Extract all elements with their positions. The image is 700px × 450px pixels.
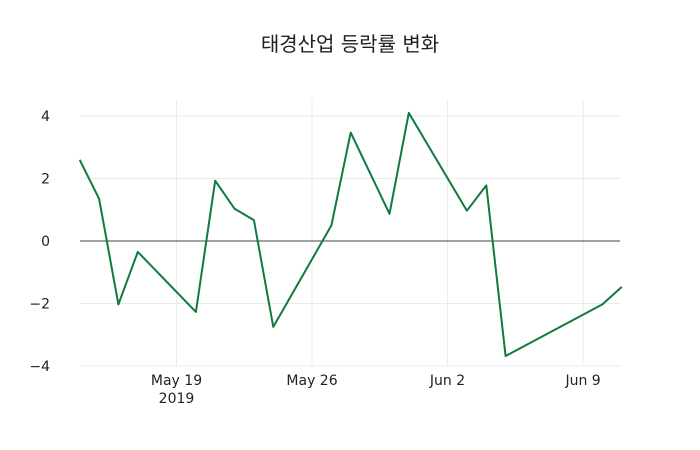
y-tick-label: 4 [41, 109, 50, 125]
x-tick-year: 2019 [159, 391, 195, 407]
x-tick-label: May 26 [286, 373, 337, 389]
y-axis-ticks: 4 2 0 −2 −4 [29, 109, 50, 375]
chart-title: 태경산업 등락률 변화 [260, 32, 440, 56]
x-axis-ticks: May 19 2019 May 26 Jun 2 Jun 9 [151, 373, 601, 407]
y-tick-label: 2 [41, 172, 50, 188]
x-tick-label: May 19 [151, 373, 202, 389]
x-tick-label: Jun 9 [564, 373, 600, 389]
gridlines [80, 100, 620, 367]
x-tick-label: Jun 2 [429, 373, 465, 389]
y-tick-label: −4 [29, 359, 50, 375]
series-line [78, 111, 623, 357]
y-tick-label: −2 [29, 297, 50, 313]
y-tick-label: 0 [41, 234, 50, 250]
